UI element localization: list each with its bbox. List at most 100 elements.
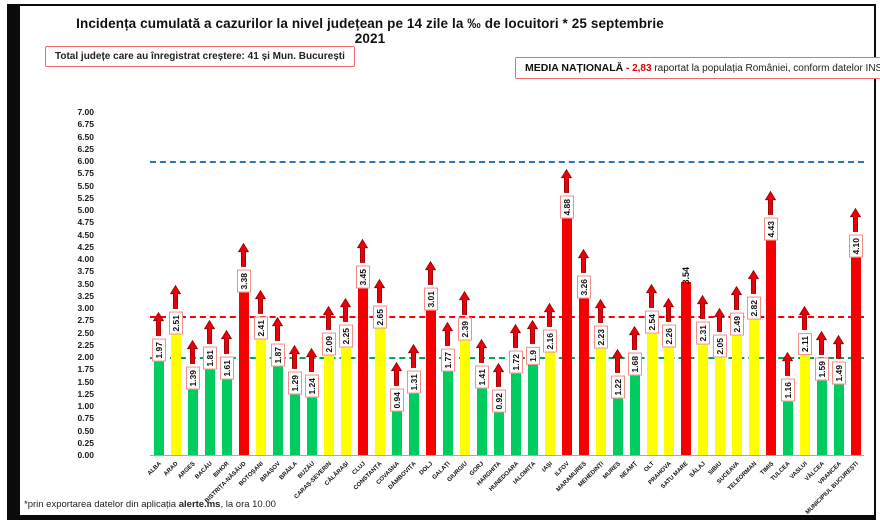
y-axis-tick: 0.50: [77, 425, 94, 436]
bar-column-bistri-a-n-s-ud: 3.38: [235, 112, 252, 455]
growth-arrow-icon: [238, 242, 249, 267]
bar-value-label: 2.54: [644, 311, 659, 334]
y-axis-tick: 0.00: [77, 450, 94, 460]
bar-column-gala-i: 1.77: [439, 112, 456, 455]
y-axis-tick: 2.50: [77, 327, 94, 338]
bar: [476, 385, 487, 455]
bar-column-tulcea: 1.16: [779, 112, 796, 455]
x-axis-label-cell: DOLJ: [419, 458, 439, 516]
bar-value-label: 1.9: [525, 347, 540, 365]
bar-column-vaslui: 2.11: [796, 112, 813, 455]
bar-column-olt: 2.54: [643, 112, 660, 455]
bar-value-label: 1.22: [610, 375, 625, 399]
bar-column-d-mbovi-a: 1.31: [405, 112, 422, 455]
bar: [612, 395, 623, 455]
y-axis-tick: 3.50: [77, 278, 94, 289]
y-axis-tick: 5.75: [77, 168, 94, 179]
y-axis-tick: 0.75: [77, 413, 94, 424]
bar-value-label: 1.72: [508, 351, 523, 374]
bar: [782, 398, 793, 455]
growth-arrow-icon: [544, 302, 555, 327]
bar-column-vrancea: 1.49: [830, 112, 847, 455]
bar-column-mure-: 1.22: [609, 112, 626, 455]
y-axis-tick: 0.25: [77, 437, 94, 448]
growth-arrow-icon: [187, 340, 198, 365]
bar-value-label: 1.68: [627, 353, 642, 376]
y-axis-tick: 3.25: [77, 290, 94, 301]
bar-column-ilfov: 4.88: [558, 112, 575, 455]
bar-value-label: 3.38: [236, 269, 251, 293]
bar-value-label: 1.31: [406, 371, 421, 394]
bar-value-label: 1.61: [219, 356, 234, 380]
bar: [340, 344, 351, 455]
bar-column-sibiu: 2.05: [711, 112, 728, 455]
bar-value-label: 2.26: [661, 324, 676, 348]
bar: [357, 285, 368, 455]
growth-arrow-icon: [153, 311, 164, 336]
growth-arrow-icon: [476, 339, 487, 364]
bar: [663, 344, 674, 455]
x-axis-label-cell: DÂMBOVIȚA: [388, 458, 422, 516]
bar-value-label: 3.01: [423, 287, 438, 311]
bar: [374, 325, 385, 455]
bar-column-covasna: 0.94: [388, 112, 405, 455]
bar-value-label: 1.29: [287, 372, 302, 395]
bar-column-alba: 1.97: [150, 112, 167, 455]
growth-arrow-icon: [255, 290, 266, 315]
bar-column-mehedin-i: 2.23: [592, 112, 609, 455]
footnote-suffix: , la ora 10.00: [220, 499, 276, 510]
bar-value-label: 4.43: [763, 218, 778, 241]
bar: [493, 409, 504, 455]
growth-arrow-icon: [272, 316, 283, 341]
bar-column-br-ila: 1.29: [286, 112, 303, 455]
bar: [170, 332, 181, 455]
growth-arrow-icon: [493, 363, 504, 388]
x-axis-label-cell: GORJ: [469, 458, 490, 516]
bar-value-label: 1.77: [440, 348, 455, 372]
national-average-value: - 2,83: [625, 63, 652, 74]
growth-arrow-icon: [731, 286, 742, 311]
growth-arrow-icon: [714, 308, 725, 332]
bar-column-maramure-: 3.26: [575, 112, 592, 455]
bar: [238, 289, 249, 455]
growth-arrow-icon: [289, 345, 300, 370]
bar: [748, 316, 759, 455]
bar: [323, 352, 334, 455]
y-axis: 0.00 0.25 0.50 0.75 1.00 1.25 1.50 1.75 2.00 2.25…: [52, 107, 94, 465]
bar-value-label: 3.54: [680, 267, 691, 285]
bar-column-bra-ov: 1.87: [269, 112, 286, 455]
bar: [527, 361, 538, 455]
y-axis-tick: 7.00: [77, 107, 94, 117]
bar-value-label: 1.59: [814, 357, 829, 381]
y-axis-tick: 4.00: [77, 254, 94, 264]
y-axis-tick: 4.50: [77, 229, 94, 240]
bar: [595, 345, 606, 455]
bar-column-cluj: 3.45: [354, 112, 371, 455]
bar: [629, 372, 640, 455]
y-axis-tick: 3.00: [77, 303, 94, 313]
y-axis-tick: 5.50: [77, 180, 94, 191]
bar-column-ialomi-a: 1.9: [524, 112, 541, 455]
growth-arrow-icon: [799, 305, 810, 330]
bar-column-v-lcea: 1.59: [813, 112, 830, 455]
growth-arrow-icon: [748, 270, 759, 295]
growth-arrow-icon: [697, 295, 708, 320]
bar-column-c-l-ra-i: 2.25: [337, 112, 354, 455]
growth-counties-infobox: Total județe care au înregistrat creșter…: [45, 46, 355, 67]
bar: [204, 366, 215, 455]
bar-column-prahova: 2.26: [660, 112, 677, 455]
growth-arrow-icon: [782, 351, 793, 376]
y-axis-tick: 2.25: [77, 339, 94, 350]
bar-column-ia-i: 2.16: [541, 112, 558, 455]
x-axis-label-cell: OLT: [643, 458, 660, 516]
growth-arrow-icon: [527, 320, 538, 344]
y-axis-tick: 5.00: [77, 205, 94, 215]
x-axis-label: OLT: [643, 461, 656, 474]
bar: [544, 349, 555, 455]
growth-arrow-icon: [765, 191, 776, 216]
bar: [391, 408, 402, 455]
bar-value-label: 2.05: [712, 335, 727, 358]
bar-column-satu-mare: 3.54: [677, 112, 694, 455]
x-axis-label-cell: MUREȘ: [602, 458, 626, 516]
